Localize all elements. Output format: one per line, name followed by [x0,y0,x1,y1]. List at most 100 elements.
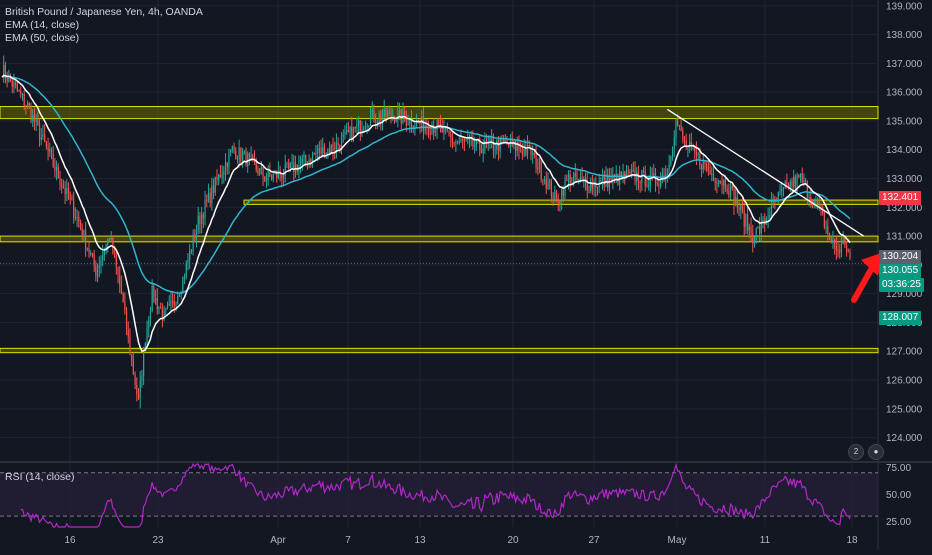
candle-body [651,174,653,176]
candle-body [532,152,534,156]
candle-body [450,134,452,138]
candle-body [139,380,141,399]
candle-body [50,149,53,154]
candle-body [828,232,831,239]
candle-body [743,210,745,227]
candle-body [160,307,162,309]
candle-body [93,254,95,266]
candle-body [619,171,621,185]
candle-body [581,177,583,179]
candle-body [28,103,30,108]
candle-body [762,219,764,222]
candle-body [663,174,665,179]
candle-body [371,110,373,117]
candle-body [45,141,47,147]
candle-body [276,171,278,178]
candle-body [26,103,29,107]
candle-body [649,174,651,185]
candle-body [221,174,223,178]
candle-body [327,148,329,153]
candle-body [781,188,783,191]
candle-body [624,172,626,179]
candle-body [793,177,795,187]
candle-body [52,153,54,167]
candle-body [214,176,216,193]
candle-body [816,199,819,206]
candle-body [706,164,708,170]
candle-body [199,215,201,224]
candle-body [322,146,324,154]
candle-body [344,131,346,135]
candle-body [369,116,372,126]
candle-body [668,164,670,171]
candle-body [622,172,624,178]
candle-body [166,305,169,309]
candle-body [786,181,788,185]
candle-body [784,181,786,188]
candle-body [170,301,172,304]
candle-body [832,240,834,242]
candle-body [764,219,766,224]
candle-body [438,119,440,124]
candle-body [719,180,721,183]
candle-body [823,212,826,228]
candle-body [729,185,732,196]
candle-body [460,139,462,142]
candle-body [30,107,32,122]
candle-body [361,129,363,133]
replay-count-button[interactable]: 2 [848,444,864,460]
candle-body [661,174,663,178]
candle-body [15,82,17,86]
candle-body [219,174,221,178]
candle-body [683,139,686,141]
candle-body [124,302,126,310]
arrow-head [861,252,884,276]
candle-body [496,140,498,150]
candle-body [81,227,83,237]
candle-body [695,151,698,155]
candle-body [680,125,682,132]
candle-body [646,186,648,188]
candle-body [240,147,242,162]
candle-body [736,197,738,208]
candle-body [158,307,160,310]
candle-body [23,94,25,106]
candle-body [733,188,735,206]
candle-body [726,189,728,192]
candle-body [711,173,713,175]
ema14-legend[interactable]: EMA (14, close) [5,19,80,31]
candle-body [689,141,691,146]
candle-body [765,218,767,224]
candle-body [504,140,506,143]
price-badge-last: 130.055 [879,264,922,278]
candle-body [808,197,810,199]
time-tick-label: Apr [270,535,286,546]
candle-body [3,64,5,78]
candle-body [381,117,384,121]
candle-body [306,160,309,165]
candle-body [799,173,802,178]
candle-body [177,296,179,305]
candle-body [383,108,385,118]
candle-body [463,140,465,142]
candle-body [631,169,633,173]
candle-body [523,148,525,155]
candle-body [265,180,268,182]
price-tick-label: 124.000 [886,433,923,444]
candle-body [21,94,24,96]
time-tick-label: 27 [588,535,600,546]
support-resistance-zone [243,199,879,205]
rsi-legend[interactable]: RSI (14, close) [5,471,75,483]
candle-body [56,166,58,171]
alarm-icon[interactable]: ● [868,444,884,460]
ema50-legend[interactable]: EMA (50, close) [5,32,80,44]
candle-body [467,138,469,141]
time-tick-label: 16 [64,535,76,546]
candle-body [385,108,387,118]
candle-body [588,189,590,192]
candle-body [115,255,117,267]
candle-body [700,165,703,170]
candle-body [475,138,477,146]
